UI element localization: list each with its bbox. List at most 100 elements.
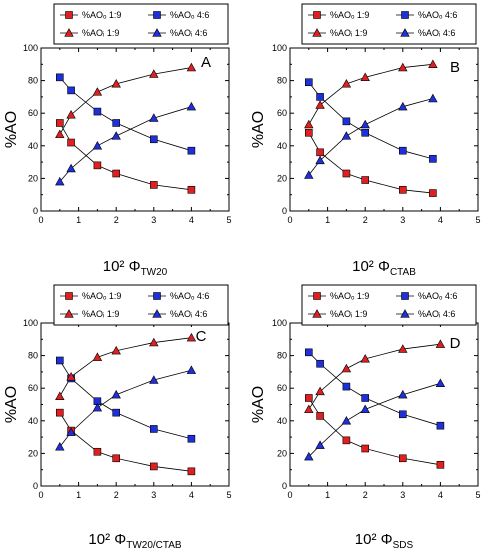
y-tick-label: 60 <box>28 383 38 393</box>
legend-label: %AOᵢ 4:6 <box>170 28 207 38</box>
legend-label: %AOᵢ 1:9 <box>330 309 367 319</box>
data-point-triangle <box>149 69 159 78</box>
data-point-square <box>304 394 313 402</box>
data-point-square <box>55 73 64 82</box>
legend-box <box>53 284 229 326</box>
data-point-square <box>150 181 158 189</box>
data-point-square <box>55 408 64 417</box>
data-point-square <box>436 421 445 430</box>
data-point-triangle <box>55 129 65 139</box>
data-point-square <box>93 107 102 116</box>
data-point-square <box>93 447 102 456</box>
legend-box <box>53 3 229 45</box>
data-point-triangle <box>360 404 370 414</box>
x-tick-label: 2 <box>114 490 119 500</box>
data-point-square <box>55 119 64 127</box>
chart-panel-a: 0 20 40 60 80 100 0 1 2 3 4 5 %AO 10² ΦTW20 A %AOₒ 1:9%… <box>3 3 232 278</box>
data-point-triangle <box>92 87 103 96</box>
chart-panel-c: 0 20 40 60 80 100 0 1 2 3 4 5 %AO 10² ΦTW20/CTAB C %AOₒ… <box>3 284 232 550</box>
x-tick-label: 5 <box>226 490 231 500</box>
legend-label: %AOₒ 1:9 <box>82 10 121 20</box>
y-tick-label: 40 <box>28 141 38 151</box>
data-point-square <box>112 119 120 127</box>
legend: %AOₒ 1:9 %AOₒ 4:6 %AOᵢ 1:9 %AOᵢ 4:6 <box>301 284 477 326</box>
panel-letter: B <box>450 59 460 76</box>
data-point-square <box>436 461 445 469</box>
legend-label: %AOᵢ 4:6 <box>418 309 455 319</box>
data-point-square <box>316 93 324 101</box>
y-tick-label: 60 <box>28 108 38 118</box>
data-point-triangle <box>92 402 103 412</box>
x-axis-label-main: 10² Φ <box>352 258 390 275</box>
data-point-triangle <box>398 62 408 72</box>
legend-label: %AOₒ 4:6 <box>170 291 209 301</box>
panel-letter: D <box>450 335 461 352</box>
x-axis-label: 10² ΦTW20/CTAB <box>88 531 182 550</box>
y-tick-label: 20 <box>277 448 287 458</box>
data-point-square <box>187 186 196 194</box>
data-point-triangle <box>186 62 197 72</box>
data-point-square <box>342 117 351 126</box>
panel-letter: A <box>201 54 211 71</box>
chart-panel-b: 0 20 40 60 80 100 0 1 2 3 4 5 %AO 10² ΦCTAB B %AOₒ 1:9%… <box>250 3 481 278</box>
x-tick-label: 5 <box>226 215 231 225</box>
y-tick-label: 100 <box>272 43 287 53</box>
data-point-square <box>316 359 324 368</box>
x-tick-label: 3 <box>400 215 405 225</box>
x-tick-label: 2 <box>363 215 368 225</box>
y-tick-label: 0 <box>33 481 38 491</box>
legend-box <box>301 3 477 45</box>
data-point-triangle <box>398 389 408 399</box>
legend-marker-triangle <box>152 28 162 37</box>
data-point-triangle <box>428 59 438 68</box>
plot-area <box>40 322 230 487</box>
data-point-triangle <box>398 344 408 353</box>
legend-marker-triangle <box>64 28 74 37</box>
plot-area <box>40 47 230 212</box>
data-point-square <box>112 408 120 417</box>
legend-marker-triangle <box>64 309 74 318</box>
data-point-triangle <box>149 337 159 347</box>
legend-marker-square <box>401 11 409 19</box>
x-tick-label: 5 <box>475 490 480 500</box>
data-point-triangle <box>149 113 159 122</box>
data-point-triangle <box>92 352 103 361</box>
data-point-square <box>304 78 313 87</box>
y-tick-label: 20 <box>28 173 38 183</box>
data-point-triangle <box>186 365 197 374</box>
data-point-triangle <box>111 79 121 88</box>
legend-marker-square <box>313 292 321 300</box>
data-point-square <box>342 436 351 445</box>
x-axis-label-main: 10² Φ <box>355 531 393 548</box>
data-point-square <box>398 410 407 419</box>
x-axis-label: 10² ΦCTAB <box>352 258 416 278</box>
data-point-square <box>150 462 158 471</box>
data-point-square <box>429 189 437 197</box>
y-axis-label: %AO <box>250 111 267 148</box>
data-point-square <box>361 394 370 402</box>
data-point-triangle <box>92 140 103 150</box>
y-tick-label: 100 <box>23 318 38 328</box>
y-axis-label: %AO <box>250 386 267 423</box>
y-tick-label: 40 <box>277 141 287 151</box>
legend-box <box>301 284 477 326</box>
legend-label: %AOᵢ 4:6 <box>418 28 455 38</box>
legend-label: %AOᵢ 1:9 <box>82 309 119 319</box>
x-tick-label: 1 <box>325 490 330 500</box>
y-tick-label: 80 <box>28 351 38 361</box>
data-point-triangle <box>341 363 352 373</box>
x-axis-label-subscript: SDS <box>393 540 414 550</box>
data-point-square <box>316 148 324 157</box>
x-tick-label: 4 <box>189 490 194 500</box>
data-point-triangle <box>315 100 325 109</box>
data-point-triangle <box>304 404 314 414</box>
y-tick-label: 0 <box>33 206 38 216</box>
x-tick-label: 5 <box>475 215 480 225</box>
data-point-square <box>316 412 324 420</box>
legend-marker-triangle <box>312 309 322 318</box>
data-point-triangle <box>360 119 370 129</box>
data-point-triangle <box>111 131 121 140</box>
legend-marker-square <box>401 292 409 300</box>
